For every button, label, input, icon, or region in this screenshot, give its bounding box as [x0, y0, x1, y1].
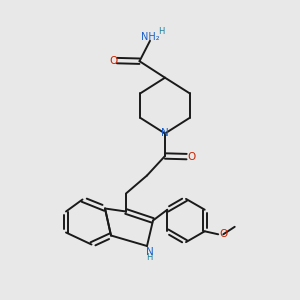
Text: O: O	[187, 152, 195, 162]
Text: NH₂: NH₂	[141, 32, 160, 42]
Text: O: O	[219, 229, 227, 239]
Text: H: H	[146, 253, 153, 262]
Text: N: N	[146, 247, 153, 257]
Text: H: H	[158, 27, 165, 36]
Text: N: N	[161, 128, 169, 139]
Text: O: O	[109, 56, 118, 66]
